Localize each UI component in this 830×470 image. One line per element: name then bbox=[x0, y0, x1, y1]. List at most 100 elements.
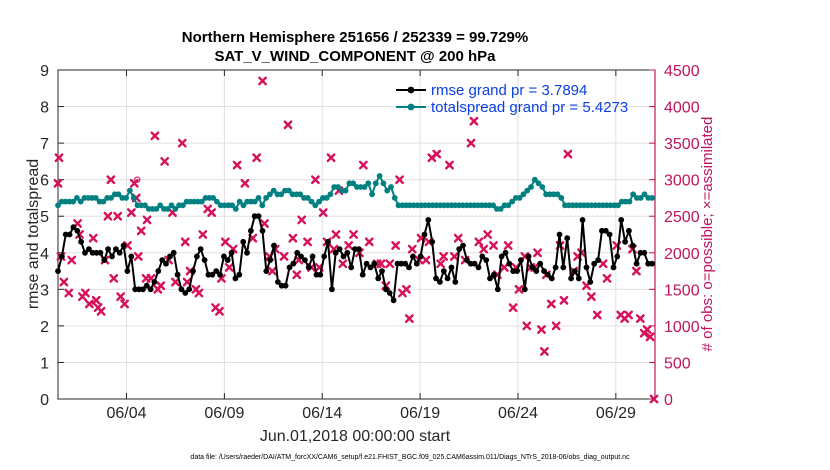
totalspread-point bbox=[539, 184, 546, 190]
obs-assimilated-marker bbox=[88, 233, 98, 243]
rmse-point bbox=[498, 253, 505, 260]
totalspread-point bbox=[251, 198, 258, 205]
rmse-point bbox=[556, 231, 563, 238]
rmse-point bbox=[494, 286, 501, 293]
obs-assimilated-marker bbox=[67, 255, 77, 265]
totalspread-point bbox=[108, 195, 114, 201]
rmse-point bbox=[255, 213, 262, 220]
obs-assimilated-marker bbox=[522, 321, 532, 331]
totalspread-point bbox=[142, 202, 148, 209]
rmse-point bbox=[329, 286, 335, 293]
obs-assimilated-marker bbox=[297, 215, 307, 225]
rmse-point bbox=[649, 260, 655, 267]
obs-assimilated-marker bbox=[303, 237, 312, 247]
rmse-point bbox=[317, 271, 324, 278]
rmse-point bbox=[59, 253, 65, 260]
obs-assimilated-marker bbox=[559, 295, 569, 305]
rmse-point bbox=[595, 257, 601, 263]
totalspread-point bbox=[528, 184, 534, 190]
rmse-point bbox=[163, 260, 169, 267]
totalspread-point bbox=[350, 180, 356, 187]
y2-tick-label: 3000 bbox=[664, 173, 700, 190]
obs-assimilated-marker bbox=[432, 149, 442, 159]
rmse-point bbox=[182, 290, 189, 296]
totalspread-point bbox=[259, 202, 266, 209]
rmse-point bbox=[140, 286, 146, 293]
obs-possible-marker bbox=[134, 176, 141, 183]
rmse-point bbox=[386, 290, 393, 296]
totalspread-point bbox=[376, 173, 383, 179]
obs-assimilated-marker bbox=[533, 248, 542, 258]
y-tick-label: 8 bbox=[40, 100, 49, 117]
totalspread-point bbox=[297, 191, 304, 198]
obs-assimilated-marker bbox=[404, 314, 414, 323]
obs-assimilated-marker bbox=[445, 160, 454, 170]
line-series bbox=[55, 173, 655, 304]
obs-assimilated-marker bbox=[632, 266, 641, 276]
obs-assimilated-marker bbox=[642, 325, 652, 334]
obs-assimilated-marker bbox=[240, 178, 250, 188]
obs-assimilated-marker bbox=[64, 288, 74, 298]
x-tick-label: 06/14 bbox=[302, 405, 342, 422]
totalspread-point bbox=[630, 191, 636, 198]
obs-assimilated-marker bbox=[489, 241, 498, 250]
rmse-point bbox=[282, 282, 289, 289]
rmse-point bbox=[286, 264, 293, 271]
x-tick-label: 06/09 bbox=[204, 405, 244, 422]
rmse-point bbox=[533, 268, 540, 274]
rmse-point bbox=[221, 253, 227, 260]
obs-assimilated-marker bbox=[331, 230, 341, 239]
obs-assimilated-marker bbox=[260, 219, 269, 228]
rmse-point bbox=[379, 268, 385, 274]
obs-assimilated-marker bbox=[439, 252, 449, 261]
rmse-point bbox=[321, 253, 328, 260]
rmse-point bbox=[363, 260, 370, 267]
totalspread-point bbox=[198, 198, 205, 205]
x-tick-label: 06/19 bbox=[400, 405, 440, 422]
obs-assimilated-marker bbox=[349, 230, 358, 239]
y-tick-label: 1 bbox=[40, 355, 49, 372]
totalspread-point bbox=[100, 198, 107, 205]
rmse-point bbox=[217, 271, 223, 278]
y2-tick-label: 500 bbox=[664, 355, 691, 372]
rmse-point bbox=[491, 271, 497, 278]
totalspread-point bbox=[637, 195, 644, 201]
rmse-point bbox=[97, 249, 104, 256]
rmse-point bbox=[602, 227, 609, 234]
totalspread-point bbox=[391, 195, 398, 201]
obs-assimilated-marker bbox=[376, 259, 386, 269]
rmse-point bbox=[113, 246, 119, 253]
rmse-point bbox=[614, 253, 621, 260]
y2-tick-label: 2000 bbox=[664, 246, 700, 263]
rmse-point bbox=[421, 231, 428, 238]
rmse-point bbox=[417, 253, 424, 260]
rmse-point bbox=[224, 257, 231, 263]
obs-assimilated-marker bbox=[563, 149, 573, 159]
totalspread-point bbox=[558, 195, 565, 201]
y-tick-label: 6 bbox=[40, 173, 49, 190]
rmse-point bbox=[371, 260, 378, 267]
totalspread-point bbox=[157, 202, 164, 209]
rmse-point bbox=[591, 260, 598, 267]
totalspread-point bbox=[509, 198, 515, 205]
obs-assimilated-marker bbox=[292, 270, 302, 280]
obs-assimilated-marker bbox=[586, 292, 596, 302]
obs-assimilated-marker bbox=[508, 303, 518, 313]
obs-assimilated-marker bbox=[503, 241, 513, 250]
data-file-footer: data file: /Users/raeder/DAI/ATM_forcXX/… bbox=[190, 454, 630, 461]
obs-assimilated-marker bbox=[267, 266, 277, 276]
rmse-point bbox=[213, 268, 220, 274]
rmse-point bbox=[332, 249, 339, 256]
totalspread-point bbox=[236, 198, 243, 205]
rmse-point bbox=[151, 279, 158, 285]
rmse-point bbox=[452, 279, 459, 285]
totalspread-point bbox=[214, 198, 220, 205]
rmse-point bbox=[460, 242, 466, 249]
y2-tick-label: 4500 bbox=[664, 63, 700, 80]
rmse-point bbox=[178, 286, 185, 293]
totalspread-point bbox=[270, 187, 277, 194]
totalspread-point bbox=[77, 198, 84, 205]
rmse-point bbox=[471, 260, 478, 267]
rmse-point bbox=[55, 268, 61, 274]
